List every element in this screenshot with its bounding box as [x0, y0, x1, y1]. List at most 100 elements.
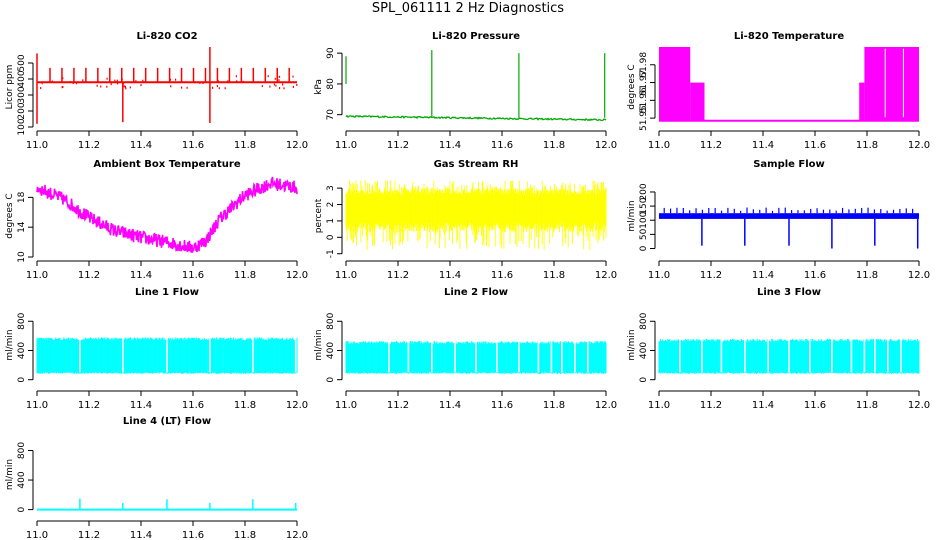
co2-noise-point	[269, 85, 271, 88]
licor-temp-y-tick-label: 51.96	[639, 87, 649, 113]
panel-licor-temp: 11.0 11.2 11.4 11.6 11.8 12.0 51.9551.9651.975…	[627, 31, 930, 151]
co2-noise-point	[175, 78, 177, 81]
co2-noise-point	[110, 83, 112, 86]
ambient-temp-x-tick-label: 11.8	[234, 270, 256, 281]
rh-y-tick-label: 1	[326, 218, 336, 224]
panel-rh: 11.0 11.2 11.4 11.6 11.8 12.0 -1 0 1 2 3 Gas Stream…	[314, 159, 617, 281]
co2-noise-point	[181, 86, 183, 89]
line1-y-tick-label: 400	[17, 342, 27, 359]
line4-x-tick-label: 12.0	[286, 530, 308, 540]
co2-noise-point	[117, 82, 119, 85]
pressure-y-tick-label: 90	[326, 47, 336, 59]
licor-temp-y-label: degrees C	[627, 64, 637, 109]
line4-title: Line 4 (LT) Flow	[123, 416, 211, 427]
co2-noise-point	[106, 85, 108, 88]
sample-flow-title: Sample Flow	[753, 159, 825, 170]
co2-noise-point	[236, 80, 238, 83]
panel-line3: 11.0 11.2 11.4 11.6 11.8 12.0 0 400 800 Line 3 Fl…	[627, 287, 930, 411]
sample-flow-x-tick-label: 11.0	[648, 270, 670, 281]
co2-noise-point	[41, 82, 43, 85]
co2-noise-point	[202, 82, 204, 84]
line3-title: Line 3 Flow	[757, 287, 821, 298]
co2-noise-point	[242, 80, 244, 83]
sample-flow-x-tick-label: 11.6	[804, 270, 826, 281]
licor-temp-band	[690, 82, 705, 121]
panel-line1: 11.0 11.2 11.4 11.6 11.8 12.0 0 400 800 Line 1 Fl…	[5, 287, 308, 411]
co2-noise-point	[199, 81, 201, 84]
co2-noise-point	[124, 85, 126, 88]
figure-title: SPL_061111 2 Hz Diagnostics	[371, 1, 565, 16]
co2-noise-point	[217, 80, 219, 83]
co2-noise-point	[123, 85, 125, 88]
licor-temp-x-tick-label: 11.0	[648, 140, 670, 151]
co2-x-tick-label: 11.4	[130, 140, 152, 151]
co2-noise-point	[212, 86, 214, 89]
rh-x-tick-label: 11.4	[439, 270, 461, 281]
line3-x-tick-label: 11.4	[752, 400, 774, 411]
licor-temp-x-tick-label: 12.0	[908, 140, 930, 151]
sample-flow-y-tick-label: 150	[639, 197, 649, 214]
line1-x-tick-label: 11.2	[78, 400, 100, 411]
pressure-x-tick-label: 11.0	[335, 140, 357, 151]
co2-y-tick-label: 400	[17, 70, 27, 87]
licor-temp-title: Li-820 Temperature	[734, 31, 844, 42]
line3-y-tick-label: 0	[639, 377, 649, 383]
line4-y-tick-label: 800	[17, 442, 27, 459]
pressure-y-tick-label: 70	[326, 109, 336, 121]
co2-noise-point	[224, 87, 226, 90]
line4-y-label: ml/min	[5, 459, 15, 490]
line1-x-tick-label: 12.0	[286, 400, 308, 411]
licor-temp-x-tick-label: 11.6	[804, 140, 826, 151]
licor-temp-x-tick-label: 11.4	[752, 140, 774, 151]
sample-flow-x-tick-label: 11.8	[856, 270, 878, 281]
rh-x-tick-label: 11.2	[387, 270, 409, 281]
line2-x-tick-label: 11.4	[439, 400, 461, 411]
co2-noise-point	[125, 87, 127, 90]
co2-noise-point	[121, 78, 123, 81]
co2-noise-point	[227, 80, 229, 83]
sample-flow-x-tick-label: 11.2	[700, 270, 722, 281]
line2-y-tick-label: 400	[326, 342, 336, 359]
pressure-x-tick-label: 11.8	[543, 140, 565, 151]
co2-noise-point	[142, 79, 144, 82]
co2-noise-point	[135, 80, 137, 83]
line4-data-series	[37, 498, 297, 511]
sample-flow-y-label: ml/min	[627, 200, 637, 231]
rh-x-tick-label: 11.6	[491, 270, 513, 281]
panel-pressure: 11.0 11.2 11.4 11.6 11.8 12.0 70 80 90 Li-820 Pre…	[314, 31, 617, 151]
co2-y-label: Licor ppm	[5, 65, 15, 110]
co2-x-tick-label: 11.8	[234, 140, 256, 151]
sample-flow-data-series	[659, 207, 919, 249]
line4-x-tick-label: 11.0	[26, 530, 48, 540]
line4-x-tick-label: 11.8	[234, 530, 256, 540]
licor-temp-band	[864, 47, 919, 121]
line1-data-series	[36, 337, 298, 374]
sample-flow-x-tick-label: 11.4	[752, 270, 774, 281]
ambient-temp-data-series	[36, 176, 298, 253]
ambient-temp-title: Ambient Box Temperature	[93, 159, 240, 170]
line1-title: Line 1 Flow	[135, 287, 199, 298]
ambient-temp-y-label: degrees C	[5, 193, 15, 238]
co2-noise-point	[114, 79, 116, 82]
licor-temp-x-tick-label: 11.8	[856, 140, 878, 151]
co2-noise-point	[51, 80, 53, 83]
line2-data-series	[345, 340, 607, 374]
co2-y-tick-label: 200	[17, 102, 27, 119]
co2-x-tick-label: 12.0	[286, 140, 308, 151]
sample-flow-y-tick-label: 200	[639, 183, 649, 200]
line1-x-tick-label: 11.4	[130, 400, 152, 411]
ambient-temp-x-tick-label: 11.4	[130, 270, 152, 281]
line1-x-tick-label: 11.8	[234, 400, 256, 411]
pressure-x-tick-label: 12.0	[595, 140, 617, 151]
line2-x-tick-label: 11.0	[335, 400, 357, 411]
co2-noise-point	[75, 82, 78, 85]
co2-y-tick-label: 100	[17, 118, 27, 135]
co2-noise-point	[69, 81, 71, 83]
line3-y-label: ml/min	[627, 329, 637, 360]
panel-line2: 11.0 11.2 11.4 11.6 11.8 12.0 0 400 800 Line 2 Fl…	[314, 287, 617, 411]
rh-x-tick-label: 11.8	[543, 270, 565, 281]
rh-data-series	[345, 179, 607, 251]
co2-noise-point	[194, 81, 196, 84]
pressure-trace	[345, 114, 607, 122]
